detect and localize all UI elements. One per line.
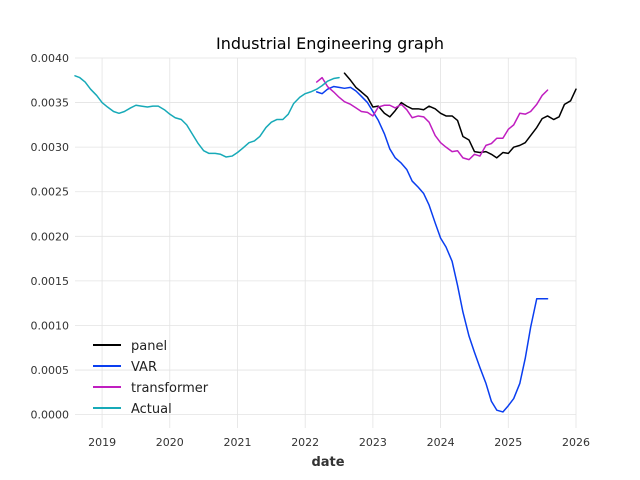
x-tick-label: 2026 [562,436,590,449]
x-axis-label: date [311,455,344,470]
y-tick-label: 0.0010 [31,319,70,332]
legend-label: VAR [131,360,157,375]
x-axis: 2019 2020 2021 2022 2023 2024 2025 2026 [88,436,590,449]
y-tick-label: 0.0005 [31,364,70,377]
legend-label: panel [131,339,167,354]
series-group [74,72,577,413]
chart-title: Industrial Engineering graph [216,34,444,53]
y-tick-label: 0.0040 [31,52,70,65]
series-line-var [315,85,549,413]
y-tick-label: 0.0030 [31,141,70,154]
x-tick-label: 2021 [223,436,251,449]
y-tick-label: 0.0015 [31,275,70,288]
legend-label: Actual [131,402,172,417]
y-tick-label: 0.0000 [31,409,70,422]
series-line-panel [343,72,577,159]
x-tick-label: 2022 [291,436,319,449]
y-axis: 0.0000 0.0005 0.0010 0.0015 0.0020 0.0025 0.00… [31,52,70,422]
x-tick-label: 2023 [359,436,387,449]
x-tick-label: 2020 [156,436,184,449]
x-tick-label: 2024 [427,436,455,449]
grid [75,57,577,428]
y-tick-label: 0.0035 [31,97,70,110]
y-tick-label: 0.0020 [31,230,70,243]
x-tick-label: 2025 [494,436,522,449]
series-line-actual [74,75,340,158]
series-line-transformer [315,76,549,161]
legend: panel VAR transformer Actual [93,339,209,417]
x-tick-label: 2019 [88,436,116,449]
y-tick-label: 0.0025 [31,186,70,199]
legend-label: transformer [131,381,209,396]
